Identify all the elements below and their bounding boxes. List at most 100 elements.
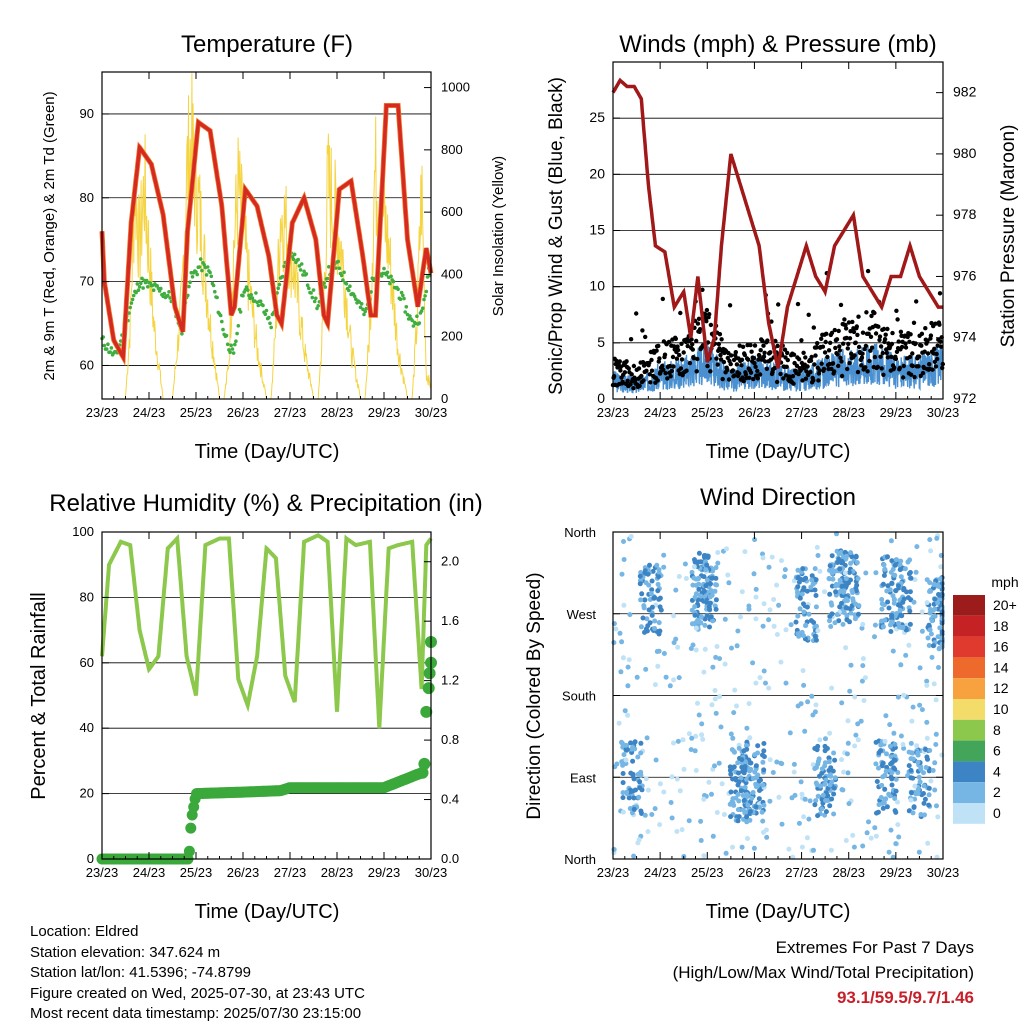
- winds-ytick-label-left: 10: [589, 278, 605, 294]
- gust-point: [751, 376, 756, 382]
- winds-panel: Winds (mph) & Pressure (mb) 23/23 24/23 25…: [546, 31, 1019, 463]
- direction-point: [817, 568, 823, 574]
- winds-xtick-label: 28/23: [832, 405, 865, 420]
- gust-point: [756, 357, 761, 362]
- extremes-subtitle: (High/Low/Max Wind/Total Precipitation): [672, 963, 974, 982]
- legend-title: mph: [991, 574, 1018, 590]
- gust-point: [822, 350, 828, 355]
- direction-point: [738, 775, 744, 781]
- gust-point: [679, 357, 685, 362]
- gust-point: [796, 371, 801, 377]
- gust-point: [691, 356, 697, 361]
- direction-point: [824, 746, 830, 751]
- direction-point: [910, 810, 916, 816]
- direction-point: [620, 780, 626, 786]
- direction-point: [898, 733, 904, 739]
- direction-point: [888, 569, 894, 575]
- direction-point: [692, 557, 697, 563]
- temperature-2m-line: [100, 103, 433, 364]
- direction-point: [691, 564, 697, 570]
- direction-point: [630, 758, 636, 764]
- dewpoint-point: [233, 342, 237, 347]
- direction-point: [919, 609, 925, 615]
- direction-point: [845, 718, 851, 724]
- direction-point: [918, 812, 924, 817]
- direction-point: [747, 767, 753, 773]
- dewpoint-point: [282, 264, 286, 269]
- direction-point: [701, 669, 707, 675]
- dewpoint-point: [250, 296, 255, 300]
- direction-point: [809, 577, 815, 583]
- direction-point: [892, 808, 898, 814]
- gust-point: [882, 337, 888, 342]
- direction-point: [702, 616, 708, 622]
- direction-point: [806, 611, 812, 617]
- direction-point: [834, 612, 840, 618]
- direction-point: [638, 624, 644, 630]
- dewpoint-point: [382, 266, 386, 271]
- gust-point: [837, 348, 843, 353]
- dewpoint-point: [291, 257, 296, 262]
- gust-point: [901, 363, 906, 369]
- gust-point: [647, 360, 652, 366]
- direction-point: [766, 685, 772, 691]
- direction-point: [761, 754, 767, 760]
- direction-point: [873, 833, 879, 839]
- direction-point: [690, 642, 696, 648]
- direction-point: [736, 814, 742, 820]
- direction-point: [808, 584, 814, 590]
- direction-point: [916, 774, 922, 780]
- station-pressure-line: [611, 77, 943, 369]
- direction-point: [649, 578, 655, 584]
- dewpoint-point: [385, 270, 390, 275]
- direction-point: [639, 591, 645, 597]
- gust-point: [732, 373, 737, 378]
- direction-point: [795, 703, 801, 709]
- direction-point: [836, 551, 842, 557]
- direction-point: [795, 613, 801, 619]
- direction-point: [866, 819, 871, 825]
- gust-point: [757, 372, 763, 377]
- direction-point: [881, 800, 887, 806]
- direction-point: [873, 570, 879, 576]
- direction-point: [893, 788, 899, 794]
- direction-point: [872, 825, 878, 831]
- gust-point: [860, 330, 866, 335]
- direction-point: [925, 840, 931, 846]
- direction-point: [924, 682, 930, 688]
- direction-point: [626, 795, 632, 801]
- direction-point: [927, 610, 933, 616]
- direction-point: [696, 575, 702, 581]
- dewpoint-point: [136, 288, 141, 293]
- direction-point: [804, 588, 810, 594]
- direction-point: [852, 694, 858, 700]
- gust-point: [684, 368, 689, 373]
- gust-point: [846, 341, 851, 347]
- direction-point: [627, 612, 633, 618]
- gust-point: [785, 350, 790, 356]
- dewpoint-point: [417, 321, 422, 325]
- direction-point: [739, 844, 745, 850]
- direction-point: [630, 744, 636, 750]
- direction-point: [884, 764, 890, 770]
- gust-point: [816, 378, 821, 383]
- direction-point: [924, 577, 930, 583]
- direction-point: [815, 628, 821, 634]
- precipitation-point: [416, 766, 429, 779]
- gust-point: [812, 362, 817, 367]
- dewpoint-point: [309, 291, 313, 295]
- direction-point: [743, 743, 749, 749]
- direction-point: [796, 820, 802, 826]
- direction-point: [614, 761, 620, 767]
- direction-point: [829, 779, 835, 785]
- gust-point: [649, 357, 654, 363]
- direction-point: [876, 765, 881, 771]
- direction-point: [854, 560, 860, 566]
- direction-point: [652, 626, 658, 631]
- winds-ytick-label-left: 25: [589, 109, 605, 125]
- dewpoint-point: [195, 272, 199, 277]
- direction-point: [735, 807, 741, 813]
- direction-point: [859, 625, 865, 631]
- dewpoint-point: [399, 290, 404, 295]
- direction-point: [739, 757, 745, 763]
